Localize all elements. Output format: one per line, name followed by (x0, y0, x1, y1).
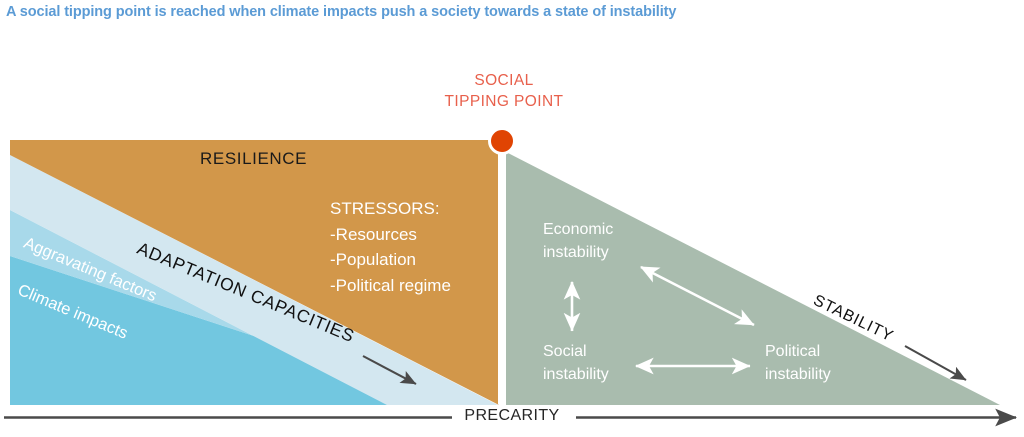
band-adaptation-capacities (10, 155, 498, 405)
node-political-line-1: Political (765, 343, 821, 360)
stressor-item-0: -Resources (330, 224, 417, 244)
stressor-item-2: -Political regime (330, 275, 451, 295)
stability-decline-arrow (904, 345, 967, 381)
page-title: A social tipping point is reached when c… (6, 4, 677, 20)
precarity-axis-label: PRECARITY (464, 407, 560, 424)
resilience-orange (10, 140, 499, 405)
resilience-heading: RESILIENCE (200, 149, 308, 168)
node-social-instability: Social instability (543, 340, 609, 386)
node-economic-line-2: instability (543, 244, 609, 261)
left-resilience-block (10, 140, 499, 405)
node-economic-instability: Economic instability (543, 218, 613, 264)
node-economic-line-1: Economic (543, 221, 614, 238)
tipping-point-line-2: TIPPING POINT (444, 93, 564, 110)
adaptation-decline-arrow (362, 355, 417, 385)
node-social-line-1: Social (543, 343, 587, 360)
precarity-axis (0, 400, 1024, 432)
node-social-line-2: instability (543, 366, 609, 383)
stressors-list: STRESSORS: -Resources -Population -Polit… (330, 196, 451, 298)
node-political-line-2: instability (765, 366, 831, 383)
arrow-economic-political (640, 265, 755, 327)
stressors-heading: STRESSORS: (330, 199, 440, 218)
stressor-item-1: -Population (330, 250, 417, 269)
social-tipping-point-dot-icon (488, 127, 516, 155)
tipping-point-line-1: SOCIAL (474, 72, 534, 89)
precarity-axis-svg (4, 408, 1018, 427)
social-tipping-point-label: SOCIAL TIPPING POINT (404, 70, 604, 112)
node-political-instability: Political instability (765, 340, 831, 386)
